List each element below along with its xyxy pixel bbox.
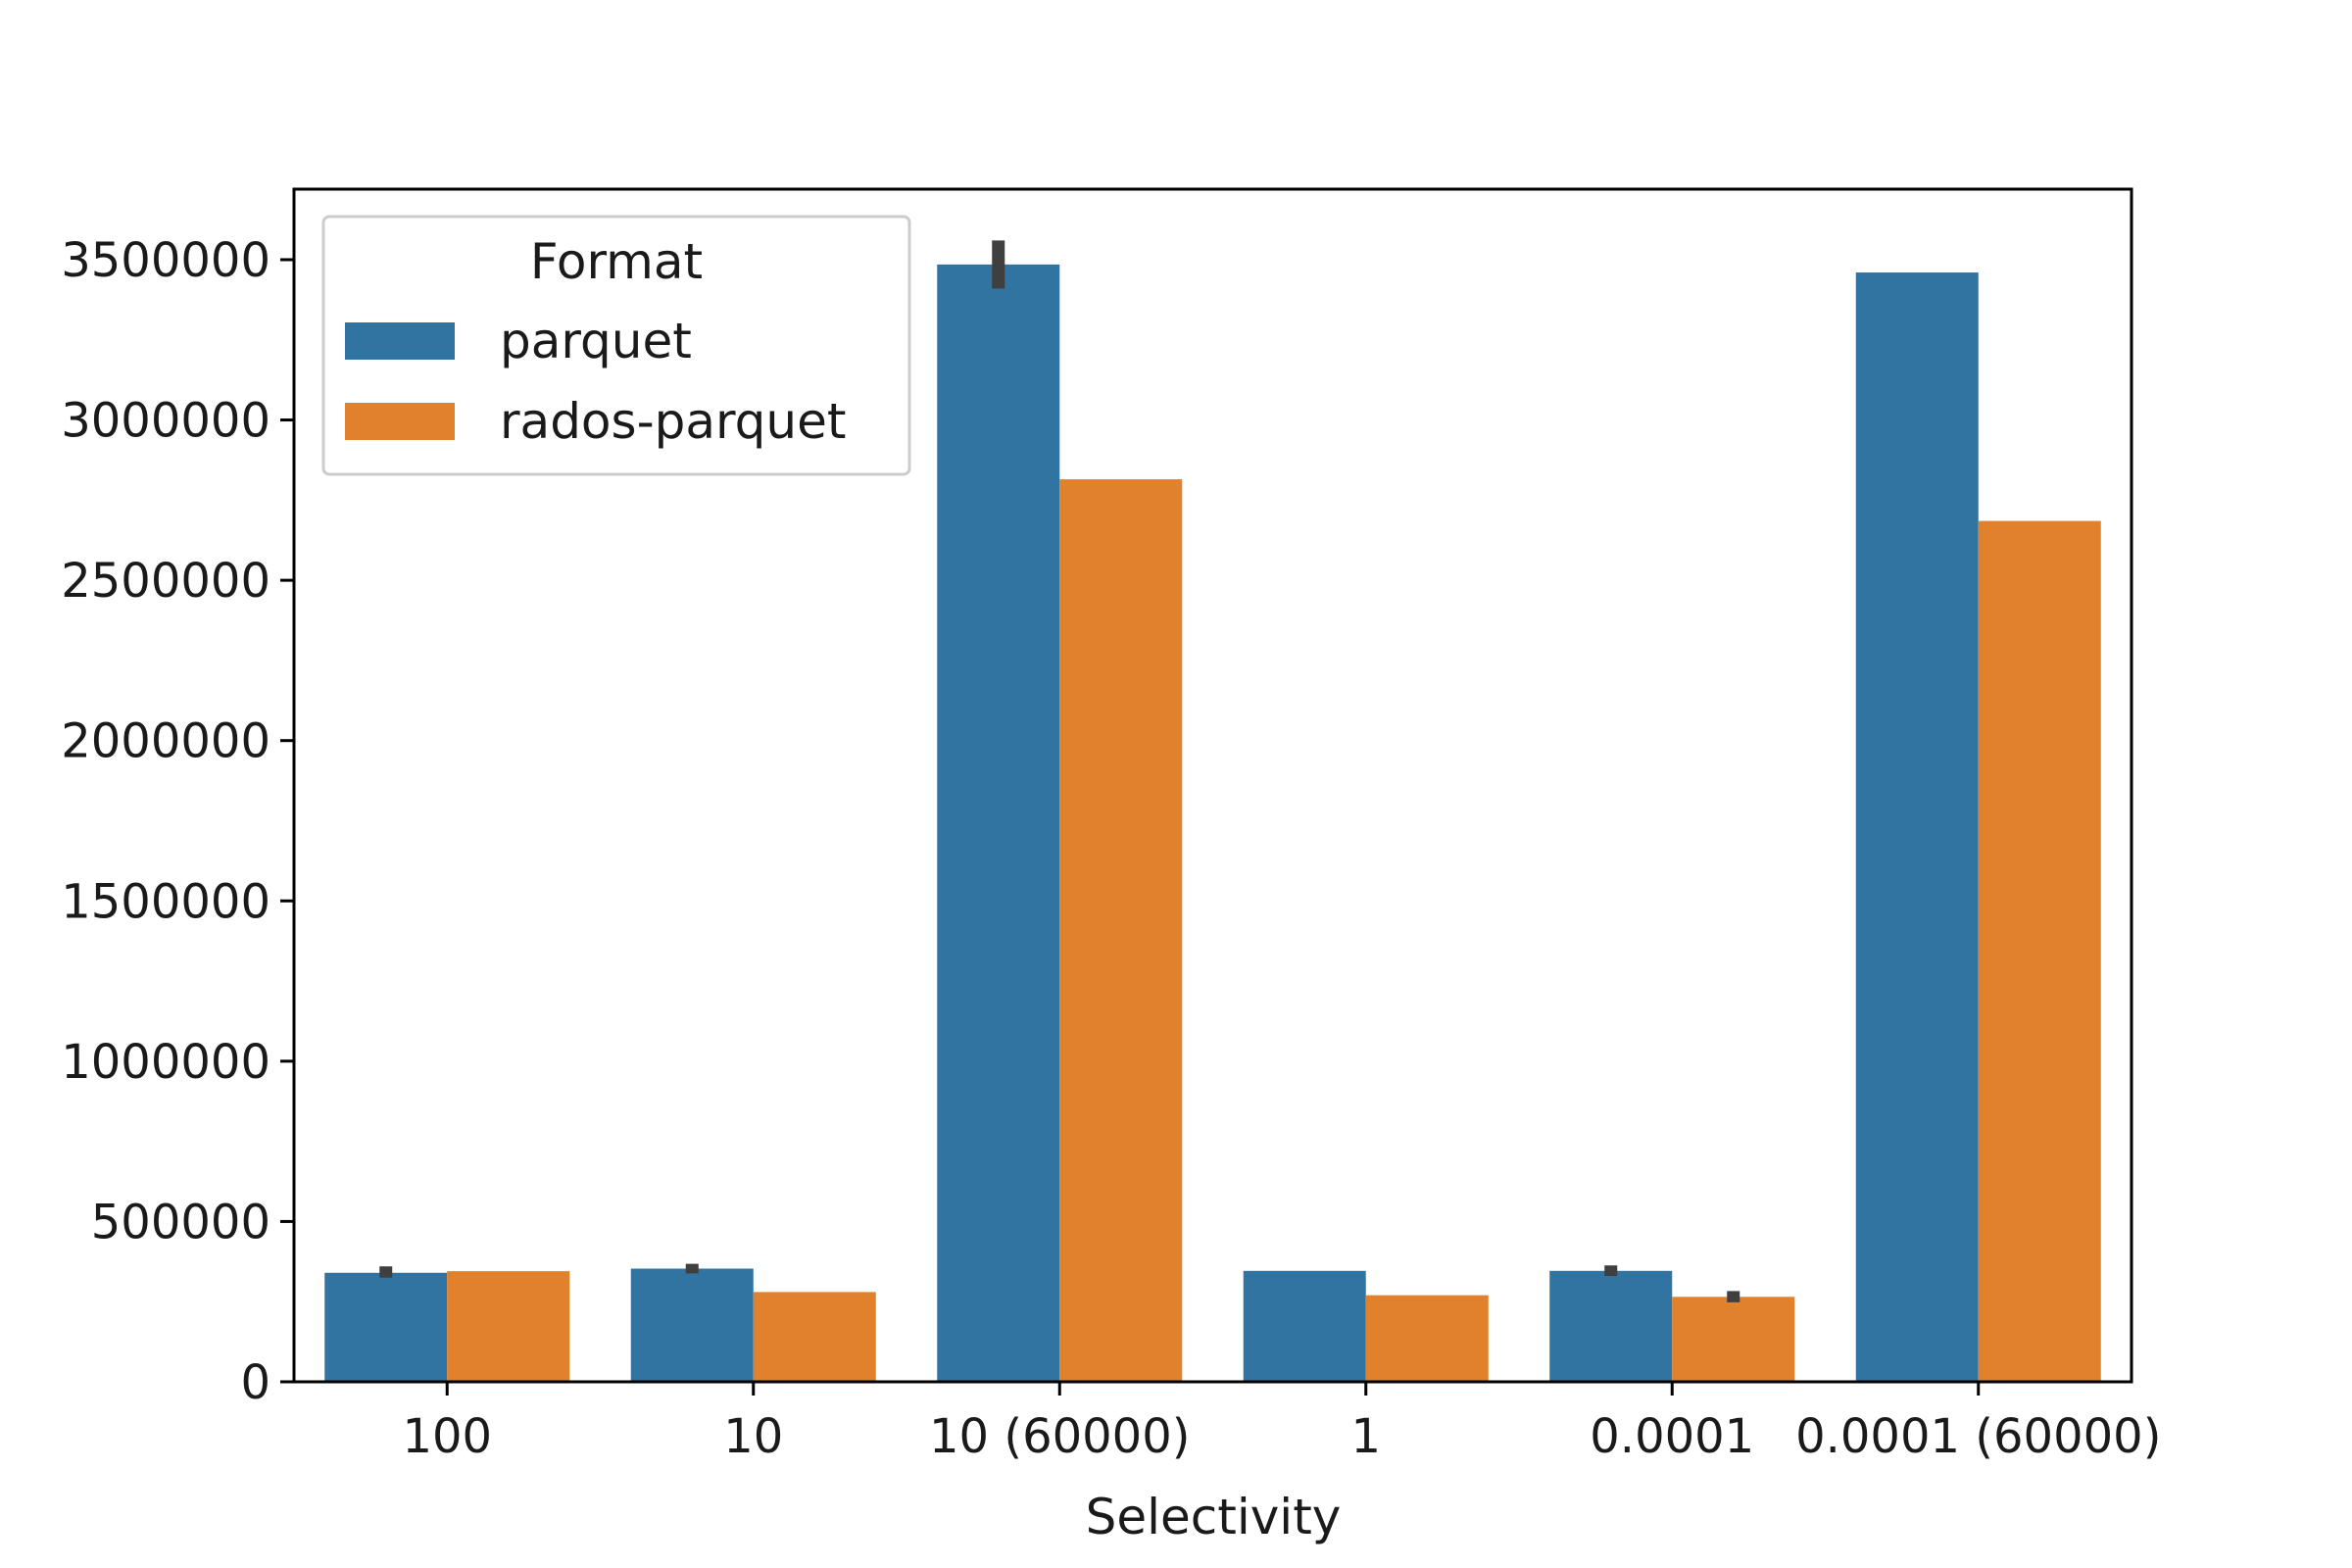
y-tick-label-6: 3000000 <box>61 394 270 449</box>
plot-frame <box>292 187 2133 1384</box>
legend-swatch-rados-parquet <box>345 403 455 440</box>
legend-title: Format <box>530 233 703 290</box>
bar-rados-parquet-1 <box>753 1292 876 1382</box>
y-axis: 0 500000 1000000 1500000 2000000 2500000 30000… <box>61 233 294 1410</box>
bar-rados-parquet-0 <box>447 1271 570 1382</box>
bar-rados-parquet-5 <box>1978 520 2101 1382</box>
bar-rados-parquet-4 <box>1672 1297 1795 1382</box>
y-tick-label-1: 500000 <box>91 1195 270 1250</box>
x-tick-label-1: 10 <box>723 1409 783 1464</box>
legend-label-rados-parquet: rados-parquet <box>500 393 846 450</box>
x-tick-label-3: 1 <box>1350 1409 1381 1464</box>
y-tick-label-3: 1500000 <box>61 874 270 929</box>
x-tick-label-2: 10 (60000) <box>929 1409 1190 1464</box>
legend-label-parquet: parquet <box>500 313 692 369</box>
bar-parquet-1 <box>630 1268 754 1382</box>
y-tick-label-7: 3500000 <box>61 233 270 288</box>
bar-parquet-4 <box>1549 1270 1673 1382</box>
y-tick-label-4: 2000000 <box>61 714 270 769</box>
error-bars-layer <box>379 240 1740 1302</box>
bar-rados-parquet-2 <box>1059 479 1183 1382</box>
bar-parquet-3 <box>1243 1270 1366 1382</box>
x-tick-label-4: 0.0001 <box>1590 1409 1754 1464</box>
x-axis-title: Selectivity <box>1086 1489 1342 1545</box>
legend-swatch-parquet <box>345 322 455 360</box>
x-tick-label-0: 100 <box>402 1409 492 1464</box>
bar-parquet-5 <box>1855 272 1979 1383</box>
y-tick-label-5: 2500000 <box>61 554 270 609</box>
y-tick-label-0: 0 <box>240 1355 270 1410</box>
legend: Format parquet rados-parquet <box>321 215 911 476</box>
bar-parquet-2 <box>937 264 1060 1382</box>
x-axis: 100 10 10 (60000) 1 0.0001 0.0001 (60000) <box>402 1382 2161 1464</box>
bar-parquet-0 <box>324 1272 448 1382</box>
x-tick-label-5: 0.0001 (60000) <box>1795 1409 2161 1464</box>
y-tick-label-2: 1000000 <box>61 1035 270 1090</box>
legend-box <box>321 215 911 476</box>
bar-rados-parquet-3 <box>1365 1295 1489 1382</box>
bars-layer <box>324 264 2101 1383</box>
